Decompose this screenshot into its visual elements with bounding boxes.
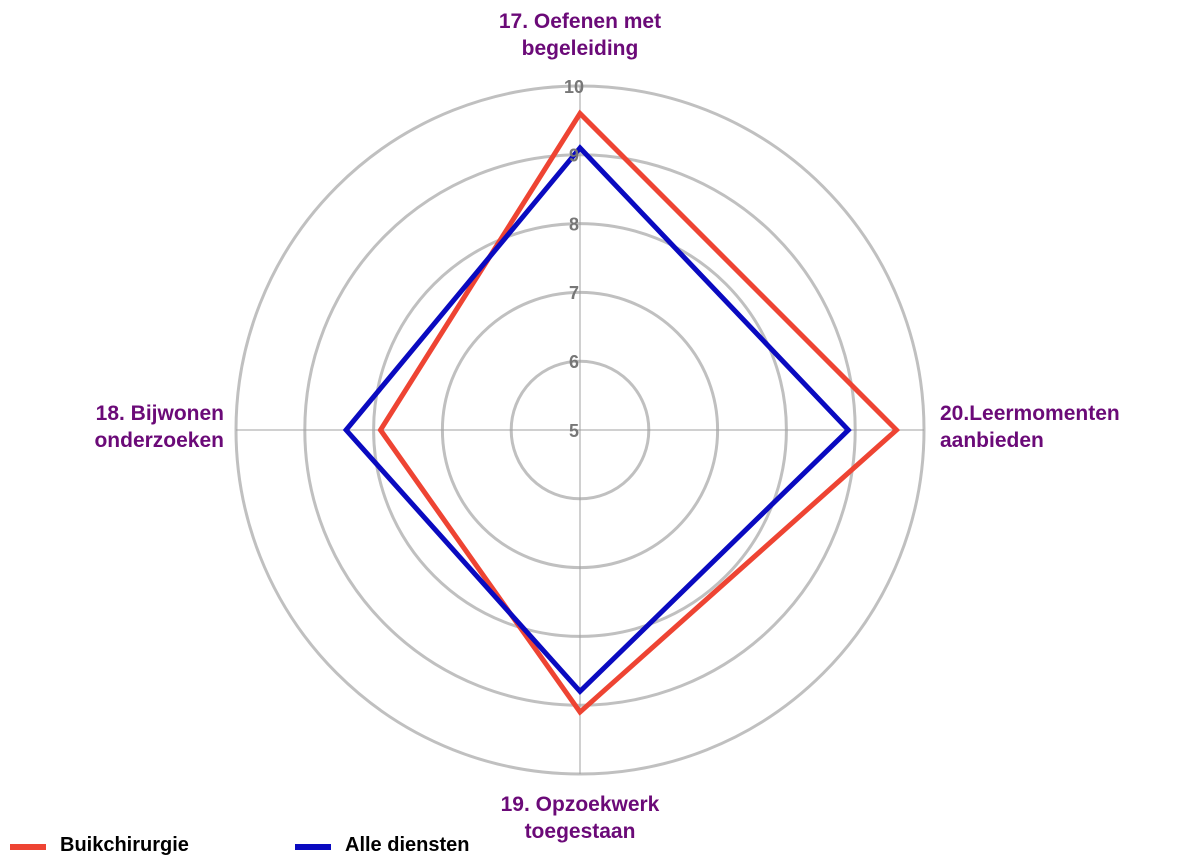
legend-label: Alle diensten bbox=[345, 834, 470, 856]
r-tick-label: 8 bbox=[569, 214, 579, 234]
category-label: 20.Leermomenten aanbieden bbox=[940, 402, 1120, 452]
series-line bbox=[377, 109, 901, 716]
r-tick-label: 9 bbox=[569, 146, 579, 166]
category-label: 17. Oefenen met begeleiding bbox=[498, 10, 662, 60]
category-label: 19. Opzoekwerk toegestaan bbox=[500, 793, 660, 843]
r-tick-label: 5 bbox=[569, 421, 579, 441]
category-label: 18. Bijwonen onderzoeken bbox=[94, 402, 224, 452]
r-tick-label: 10 bbox=[564, 77, 584, 97]
r-tick-label: 6 bbox=[569, 352, 579, 372]
r-tick-label: 7 bbox=[569, 283, 579, 303]
legend-label: Buikchirurgie bbox=[60, 834, 189, 856]
series-line bbox=[342, 144, 852, 696]
